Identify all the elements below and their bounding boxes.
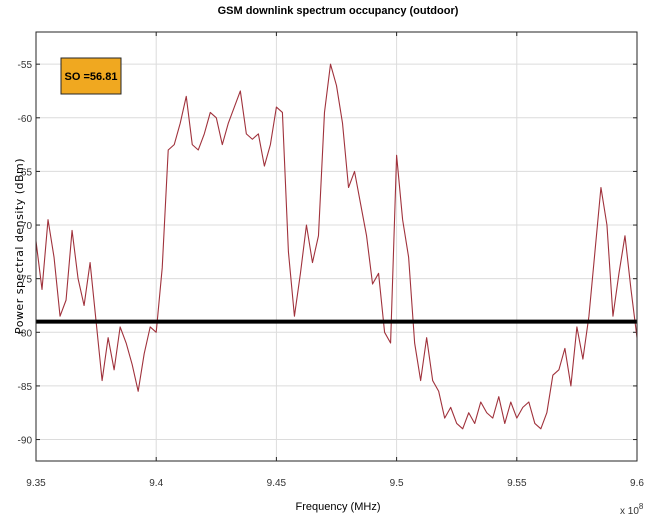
x-axis-exponent-power: 8 (639, 502, 644, 511)
series-layer (36, 63, 637, 430)
x-axis-exponent-base: x 10 (620, 506, 639, 517)
y-tick-label: -65 (18, 167, 33, 178)
x-tick-label: 9.35 (26, 478, 46, 489)
x-axis-label: Frequency (MHz) (296, 501, 381, 513)
x-tick-label: 9.5 (390, 478, 404, 489)
y-tick-label: -75 (18, 275, 33, 286)
grid-lines (35, 32, 638, 461)
axis-ticks: 9.35 9.4 9.45 9.5 9.55 9.6 -55 -60 -65 -70 -75 -80 -… (18, 32, 644, 489)
x-tick-label: 9.55 (507, 478, 527, 489)
chart-title: GSM downlink spectrum occupancy (outdoor… (218, 5, 459, 17)
plot-area (36, 63, 637, 430)
y-axis-label: Power spectral density (dBm) (13, 158, 26, 334)
annotation-background (60, 57, 122, 95)
y-tick-label: -60 (18, 114, 33, 125)
y-tick-label: -55 (18, 60, 33, 71)
y-tick-label: -70 (18, 221, 33, 232)
x-tick-label: 9.45 (267, 478, 287, 489)
x-tick-label: 9.6 (630, 478, 644, 489)
annotation-label: SO =56.81 (65, 71, 118, 83)
y-tick-label: -80 (18, 328, 33, 339)
y-tick-label: -90 (18, 436, 33, 447)
psd-series-line (36, 63, 637, 430)
x-tick-label: 9.4 (149, 478, 163, 489)
x-axis-exponent: x 108 (620, 502, 644, 517)
y-tick-label: -85 (18, 382, 33, 393)
annotation-box: SO =56.81 (60, 57, 122, 95)
axes-frame (35, 31, 638, 462)
